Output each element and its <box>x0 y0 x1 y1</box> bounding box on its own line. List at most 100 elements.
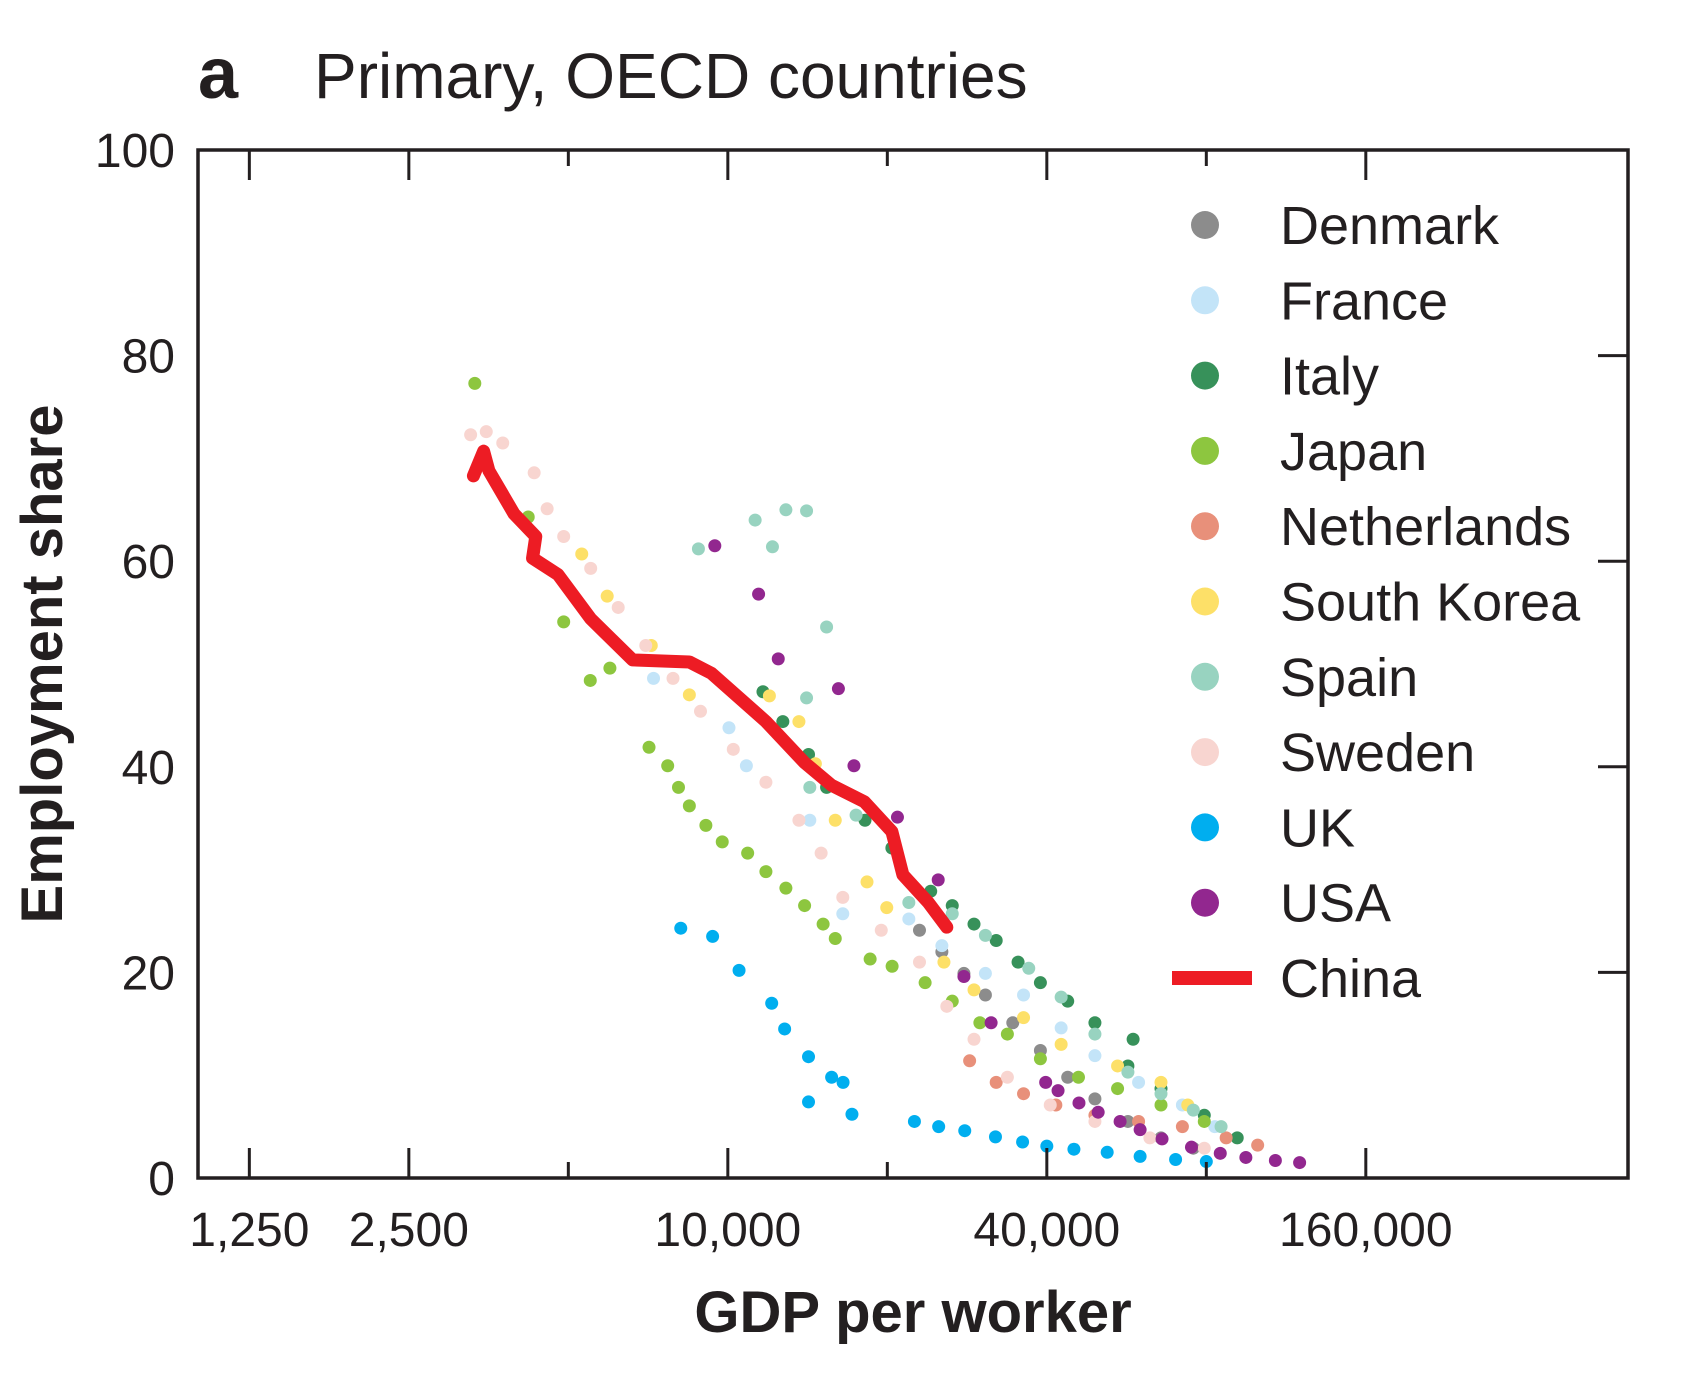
data-point-sweden <box>639 638 653 652</box>
data-point-spain <box>1154 1087 1168 1101</box>
data-point-italy <box>776 715 790 729</box>
data-point-japan <box>1071 1070 1085 1084</box>
data-point-usa <box>1133 1123 1147 1137</box>
x-tick-label: 1,250 <box>189 1204 309 1257</box>
data-point-usa <box>847 759 861 773</box>
data-point-japan <box>816 917 830 931</box>
data-point-south-korea <box>880 901 894 915</box>
data-point-uk <box>825 1070 839 1084</box>
y-tick-label: 0 <box>148 1153 175 1206</box>
data-point-usa <box>1091 1105 1105 1119</box>
data-point-usa <box>1039 1075 1053 1089</box>
data-point-sweden <box>940 999 954 1013</box>
data-point-south-korea <box>860 875 874 889</box>
data-point-sweden <box>1143 1131 1157 1145</box>
data-point-netherlands <box>1175 1120 1189 1134</box>
data-point-sweden <box>584 561 598 575</box>
data-point-south-korea <box>682 688 696 702</box>
data-point-sweden <box>557 530 571 544</box>
data-point-netherlands <box>1017 1087 1031 1101</box>
legend-marker-denmark <box>1191 211 1219 239</box>
x-tick-label: 160,000 <box>1279 1204 1453 1257</box>
data-point-spain <box>1022 961 1036 975</box>
data-point-uk <box>1133 1149 1147 1163</box>
data-point-uk <box>1199 1155 1213 1169</box>
legend-marker-uk <box>1191 813 1219 842</box>
data-point-japan <box>699 818 713 832</box>
series-line-china <box>466 444 954 934</box>
y-tick-label: 80 <box>122 331 175 384</box>
legend-item-netherlands: Netherlands <box>1191 497 1571 557</box>
legend-label-japan: Japan <box>1280 422 1427 482</box>
data-point-uk <box>1100 1145 1114 1159</box>
legend-label-usa: USA <box>1280 874 1391 934</box>
data-point-usa <box>1155 1132 1169 1146</box>
data-point-japan <box>1111 1082 1125 1096</box>
data-point-uk <box>845 1107 859 1121</box>
data-point-spain <box>800 691 814 705</box>
data-point-uk <box>1040 1139 1054 1153</box>
data-point-south-korea <box>792 715 806 729</box>
data-point-spain <box>1054 990 1068 1004</box>
data-point-spain <box>820 620 834 634</box>
x-tick-label: 40,000 <box>973 1204 1120 1257</box>
data-point-uk <box>836 1075 850 1089</box>
data-point-france <box>935 939 949 953</box>
data-point-france <box>1054 1021 1068 1035</box>
legend: Denmark France Italy Japan Netherlands South … <box>1172 196 1581 1009</box>
data-point-japan <box>759 865 773 879</box>
data-point-usa <box>831 682 845 696</box>
data-point-usa <box>771 652 785 666</box>
data-point-japan <box>642 740 656 754</box>
data-point-uk <box>802 1095 816 1109</box>
data-point-south-korea <box>1111 1059 1125 1073</box>
data-point-japan <box>779 881 793 895</box>
data-point-usa <box>890 810 904 824</box>
legend-item-denmark: Denmark <box>1191 196 1500 256</box>
legend-marker-usa <box>1191 888 1219 917</box>
data-point-japan <box>1000 1027 1014 1041</box>
data-point-usa <box>1051 1084 1065 1098</box>
data-point-sweden <box>1197 1141 1211 1155</box>
data-point-spain <box>1121 1065 1135 1079</box>
data-point-japan <box>828 931 842 945</box>
data-point-france <box>1017 988 1031 1002</box>
data-point-denmark <box>1006 1016 1020 1030</box>
legend-marker-sweden <box>1191 738 1219 767</box>
plot-frame <box>196 148 1630 1180</box>
legend-item-italy: Italy <box>1191 347 1379 407</box>
data-point-sweden <box>792 813 806 827</box>
x-tick-label: 2,500 <box>349 1204 469 1257</box>
data-point-france <box>722 721 736 735</box>
data-point-usa <box>1213 1146 1227 1160</box>
data-point-japan <box>885 959 899 973</box>
legend-item-south-korea: South Korea <box>1191 573 1581 633</box>
legend-item-china: China <box>1172 949 1422 1009</box>
data-point-netherlands <box>1251 1138 1265 1152</box>
data-point-usa <box>708 539 722 553</box>
data-point-sweden <box>759 775 773 789</box>
data-point-sweden <box>540 502 554 516</box>
data-point-sweden <box>912 955 926 969</box>
data-point-south-korea <box>575 547 589 561</box>
legend-item-usa: USA <box>1191 874 1391 934</box>
data-point-usa <box>984 1016 998 1030</box>
legend-marker-south-korea <box>1191 587 1219 616</box>
data-point-japan <box>863 952 877 966</box>
data-point-south-korea <box>937 955 951 969</box>
data-point-sweden <box>527 466 541 480</box>
data-point-south-korea <box>828 813 842 827</box>
legend-label-italy: Italy <box>1280 347 1379 407</box>
y-axis-title: Employment share <box>10 405 75 924</box>
data-point-usa <box>1268 1154 1282 1168</box>
data-point-japan <box>741 846 755 860</box>
data-point-japan <box>557 615 571 629</box>
data-point-sweden <box>967 1032 981 1046</box>
data-point-sweden <box>479 425 493 439</box>
data-point-spain <box>849 808 863 822</box>
data-point-denmark <box>978 988 992 1002</box>
y-tick-label: 60 <box>122 536 175 589</box>
legend-label-china: China <box>1280 949 1422 1009</box>
data-point-uk <box>958 1124 972 1138</box>
data-point-south-korea <box>1154 1075 1168 1089</box>
